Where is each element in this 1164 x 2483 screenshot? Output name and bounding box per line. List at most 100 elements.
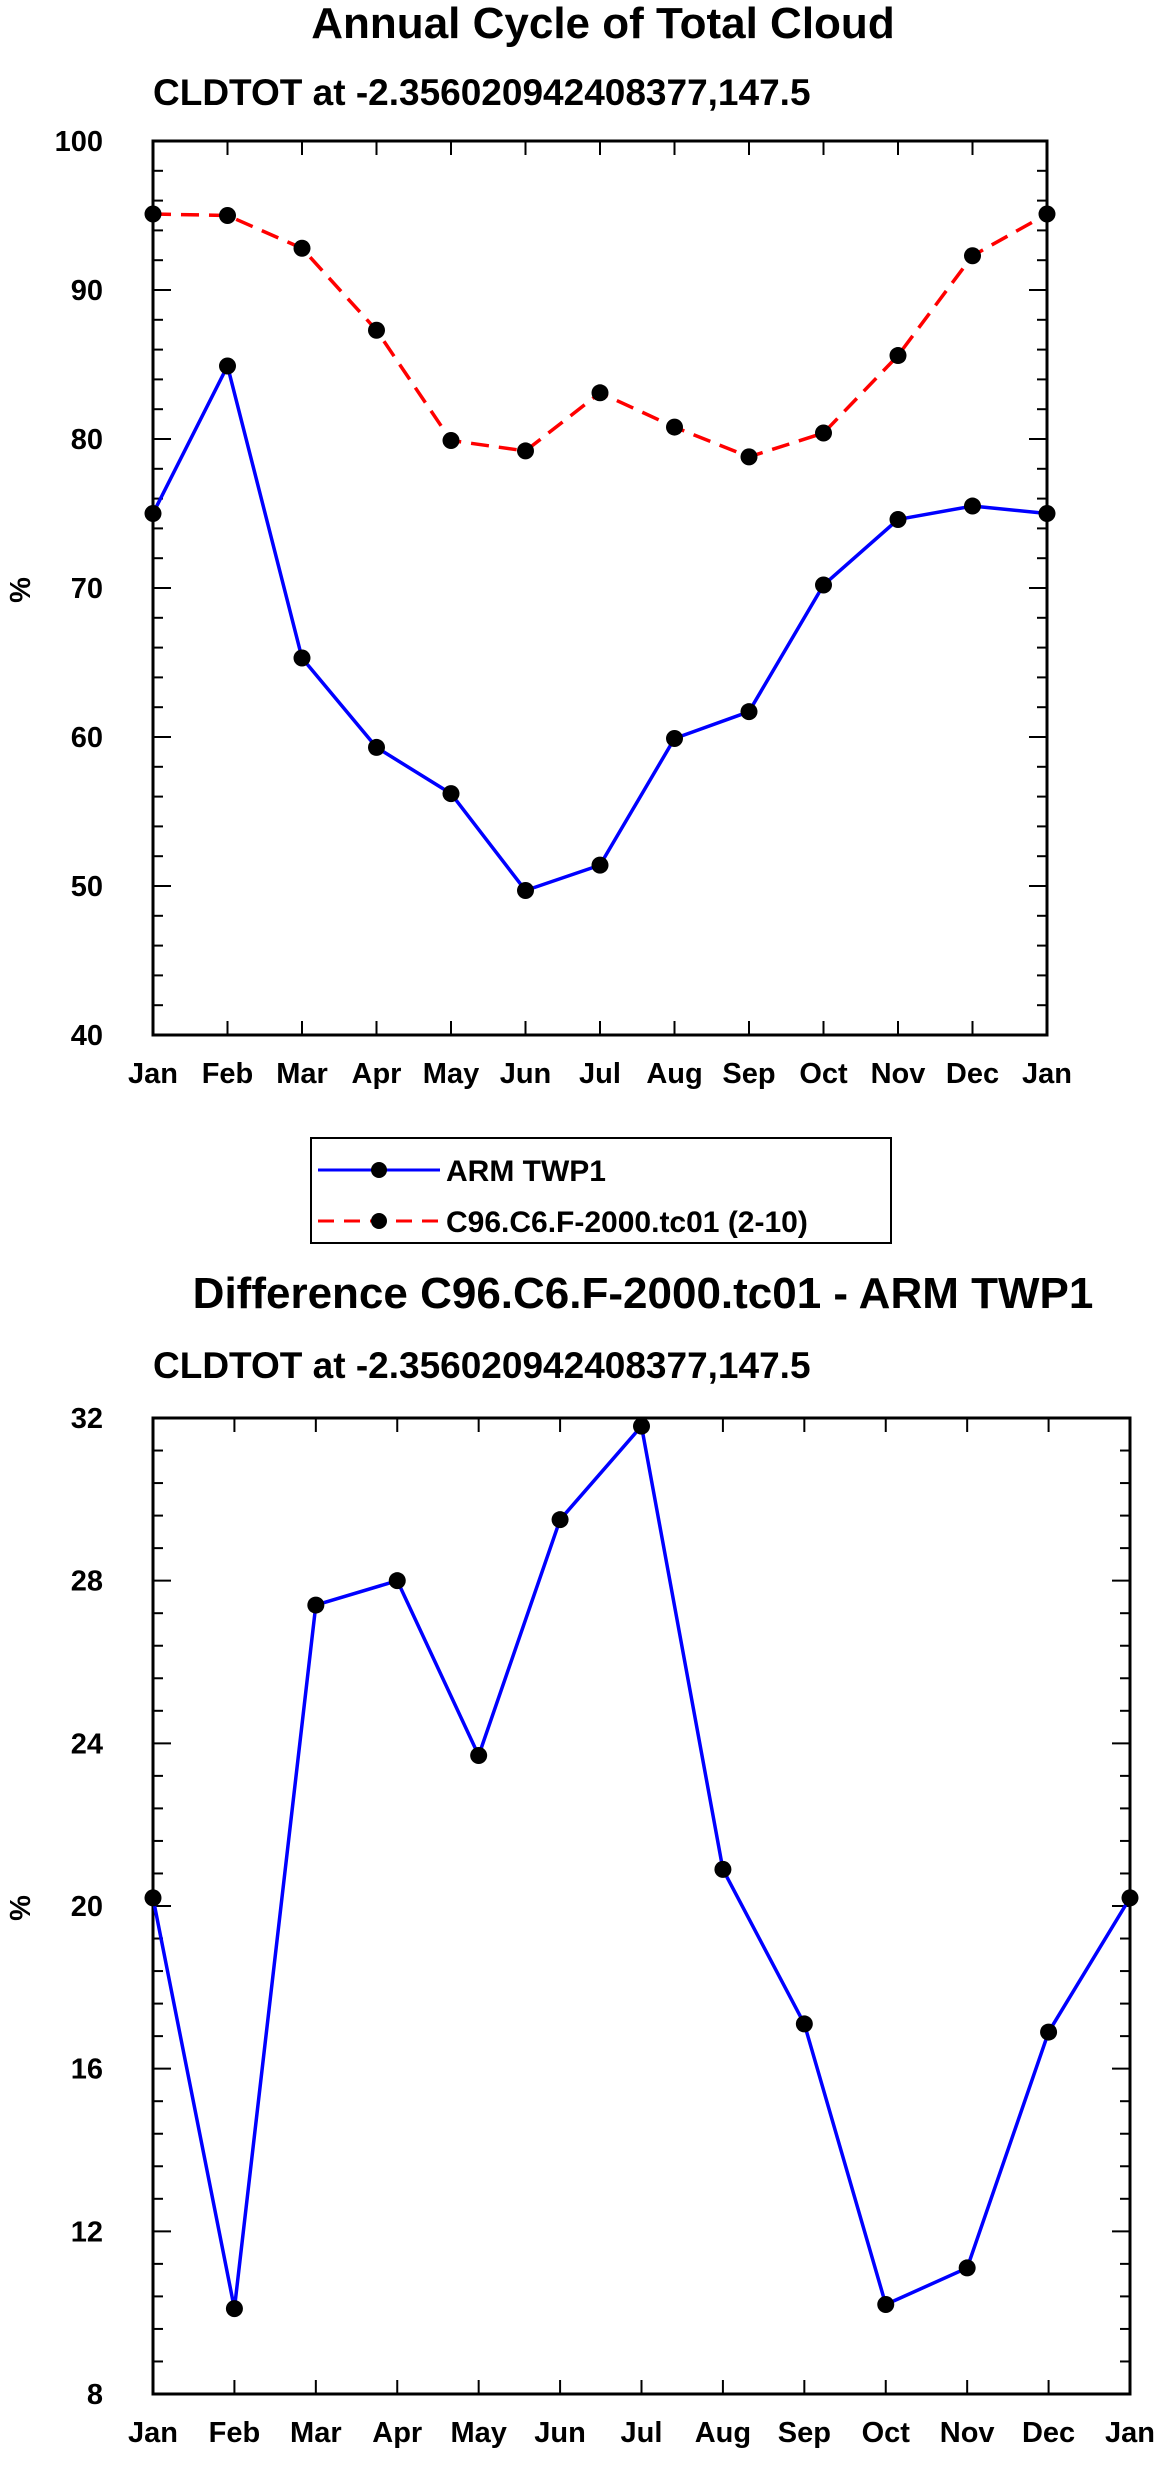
y-tick-label: 60 bbox=[71, 722, 103, 754]
data-point bbox=[666, 729, 683, 747]
y-tick-label: 80 bbox=[71, 424, 103, 456]
x-tick-label: Mar bbox=[290, 2417, 342, 2449]
y-axis-label: % bbox=[5, 577, 37, 603]
annual-cycle-chart: Annual Cycle of Total Cloud CLDTOT at -2… bbox=[5, 0, 1072, 1090]
y-axis-label: % bbox=[5, 1895, 37, 1921]
series-line-1 bbox=[152, 212, 1048, 459]
data-point bbox=[368, 738, 385, 756]
x-tick-label: Jun bbox=[534, 2417, 586, 2449]
y-tick-label: 24 bbox=[71, 1728, 103, 1760]
data-point bbox=[470, 1747, 488, 1765]
data-point bbox=[144, 505, 162, 522]
legend-label-arm: ARM TWP1 bbox=[446, 1155, 606, 1188]
x-tick-label: Mar bbox=[276, 1058, 328, 1090]
y-tick-label: 100 bbox=[55, 126, 103, 158]
y-tick-label: 12 bbox=[71, 2216, 103, 2248]
legend-marker-arm bbox=[371, 1162, 387, 1178]
data-point bbox=[442, 785, 460, 803]
legend-label-model: C96.C6.F-2000.tc01 (2-10) bbox=[446, 1206, 808, 1239]
data-point bbox=[517, 881, 534, 899]
x-tick-label: Aug bbox=[646, 1058, 702, 1090]
data-point bbox=[1040, 2023, 1058, 2041]
x-tick-label: Apr bbox=[352, 1058, 402, 1090]
x-tick-label: Jul bbox=[579, 1058, 621, 1090]
data-point bbox=[889, 347, 907, 365]
data-point bbox=[388, 1572, 406, 1590]
x-tick-label: Jan bbox=[128, 2417, 178, 2449]
x-tick-label: Feb bbox=[202, 1058, 254, 1090]
data-point bbox=[740, 448, 758, 466]
data-point bbox=[219, 207, 236, 224]
data-point bbox=[591, 856, 609, 874]
data-point bbox=[293, 239, 311, 257]
data-point bbox=[964, 497, 981, 515]
x-tick-label: Jul bbox=[621, 2417, 663, 2449]
x-tick-label: Aug bbox=[695, 2417, 751, 2449]
plot-frame bbox=[151, 1416, 1132, 2396]
data-point bbox=[225, 2300, 243, 2318]
x-tick-label: May bbox=[423, 1058, 479, 1090]
data-point bbox=[442, 431, 460, 449]
data-point bbox=[517, 442, 534, 460]
data-point bbox=[1038, 205, 1056, 223]
x-tick-label: Jan bbox=[128, 1058, 178, 1090]
data-point bbox=[815, 424, 832, 442]
data-point bbox=[219, 357, 236, 375]
data-point bbox=[591, 384, 609, 402]
data-point bbox=[307, 1596, 325, 1614]
data-point bbox=[293, 649, 311, 667]
plot-frame bbox=[151, 139, 1049, 1037]
legend-marker-model bbox=[371, 1213, 387, 1229]
series-line-0 bbox=[151, 364, 1048, 893]
data-point bbox=[714, 1860, 732, 1878]
chart-title: Difference C96.C6.F-2000.tc01 - ARM TWP1 bbox=[193, 1269, 1094, 1318]
data-point bbox=[958, 2259, 976, 2277]
data-point bbox=[877, 2296, 895, 2314]
x-tick-label: Nov bbox=[871, 1058, 926, 1090]
data-point bbox=[144, 1889, 162, 1907]
data-point bbox=[144, 205, 162, 223]
difference-chart: Difference C96.C6.F-2000.tc01 - ARM TWP1… bbox=[5, 1269, 1155, 2449]
data-point bbox=[815, 576, 832, 594]
y-tick-label: 16 bbox=[71, 2054, 103, 2086]
x-tick-label: Jan bbox=[1022, 1058, 1072, 1090]
x-tick-label: Feb bbox=[209, 2417, 261, 2449]
legend-box bbox=[310, 1137, 892, 1244]
x-tick-label: Sep bbox=[778, 2417, 831, 2449]
data-point bbox=[1121, 1889, 1139, 1907]
data-point bbox=[1038, 505, 1056, 522]
x-tick-label: Dec bbox=[1022, 2417, 1075, 2449]
data-point bbox=[666, 418, 683, 436]
x-tick-label: Apr bbox=[372, 2417, 422, 2449]
series-line-0 bbox=[151, 1424, 1132, 2311]
legend: ARM TWP1 C96.C6.F-2000.tc01 (2-10) bbox=[310, 1137, 892, 1244]
y-tick-label: 32 bbox=[71, 1403, 103, 1435]
x-tick-label: May bbox=[450, 2417, 506, 2449]
plot-marks: Jan Feb Mar Apr May Jun Jul Aug Sep Oct Nov Dec Jan 4… bbox=[55, 126, 1072, 1090]
x-tick-label: Jun bbox=[500, 1058, 552, 1090]
chart-subtitle: CLDTOT at -2.356020942408377,147.5 bbox=[153, 72, 811, 113]
y-tick-label: 90 bbox=[71, 275, 103, 307]
plot-marks: Jan Feb Mar Apr May Jun Jul Aug Sep Oct Nov Dec Jan 8… bbox=[71, 1403, 1155, 2449]
data-point bbox=[795, 2015, 813, 2033]
x-tick-label: Dec bbox=[946, 1058, 999, 1090]
y-tick-label: 20 bbox=[71, 1891, 103, 1923]
data-point bbox=[368, 321, 385, 339]
chart-title: Annual Cycle of Total Cloud bbox=[311, 0, 894, 48]
data-point bbox=[964, 247, 981, 265]
y-tick-label: 50 bbox=[71, 871, 103, 903]
x-tick-label: Jan bbox=[1105, 2417, 1155, 2449]
x-tick-label: Nov bbox=[940, 2417, 995, 2449]
y-tick-label: 40 bbox=[71, 1020, 103, 1052]
data-point bbox=[740, 703, 758, 721]
x-tick-label: Sep bbox=[722, 1058, 775, 1090]
x-tick-label: Oct bbox=[799, 1058, 848, 1090]
data-point bbox=[889, 510, 907, 528]
x-tick-label: Oct bbox=[862, 2417, 911, 2449]
y-tick-label: 70 bbox=[71, 573, 103, 605]
chart-subtitle: CLDTOT at -2.356020942408377,147.5 bbox=[153, 1345, 811, 1386]
data-point bbox=[551, 1511, 569, 1529]
y-tick-label: 28 bbox=[71, 1566, 103, 1598]
y-tick-label: 8 bbox=[87, 2379, 103, 2411]
